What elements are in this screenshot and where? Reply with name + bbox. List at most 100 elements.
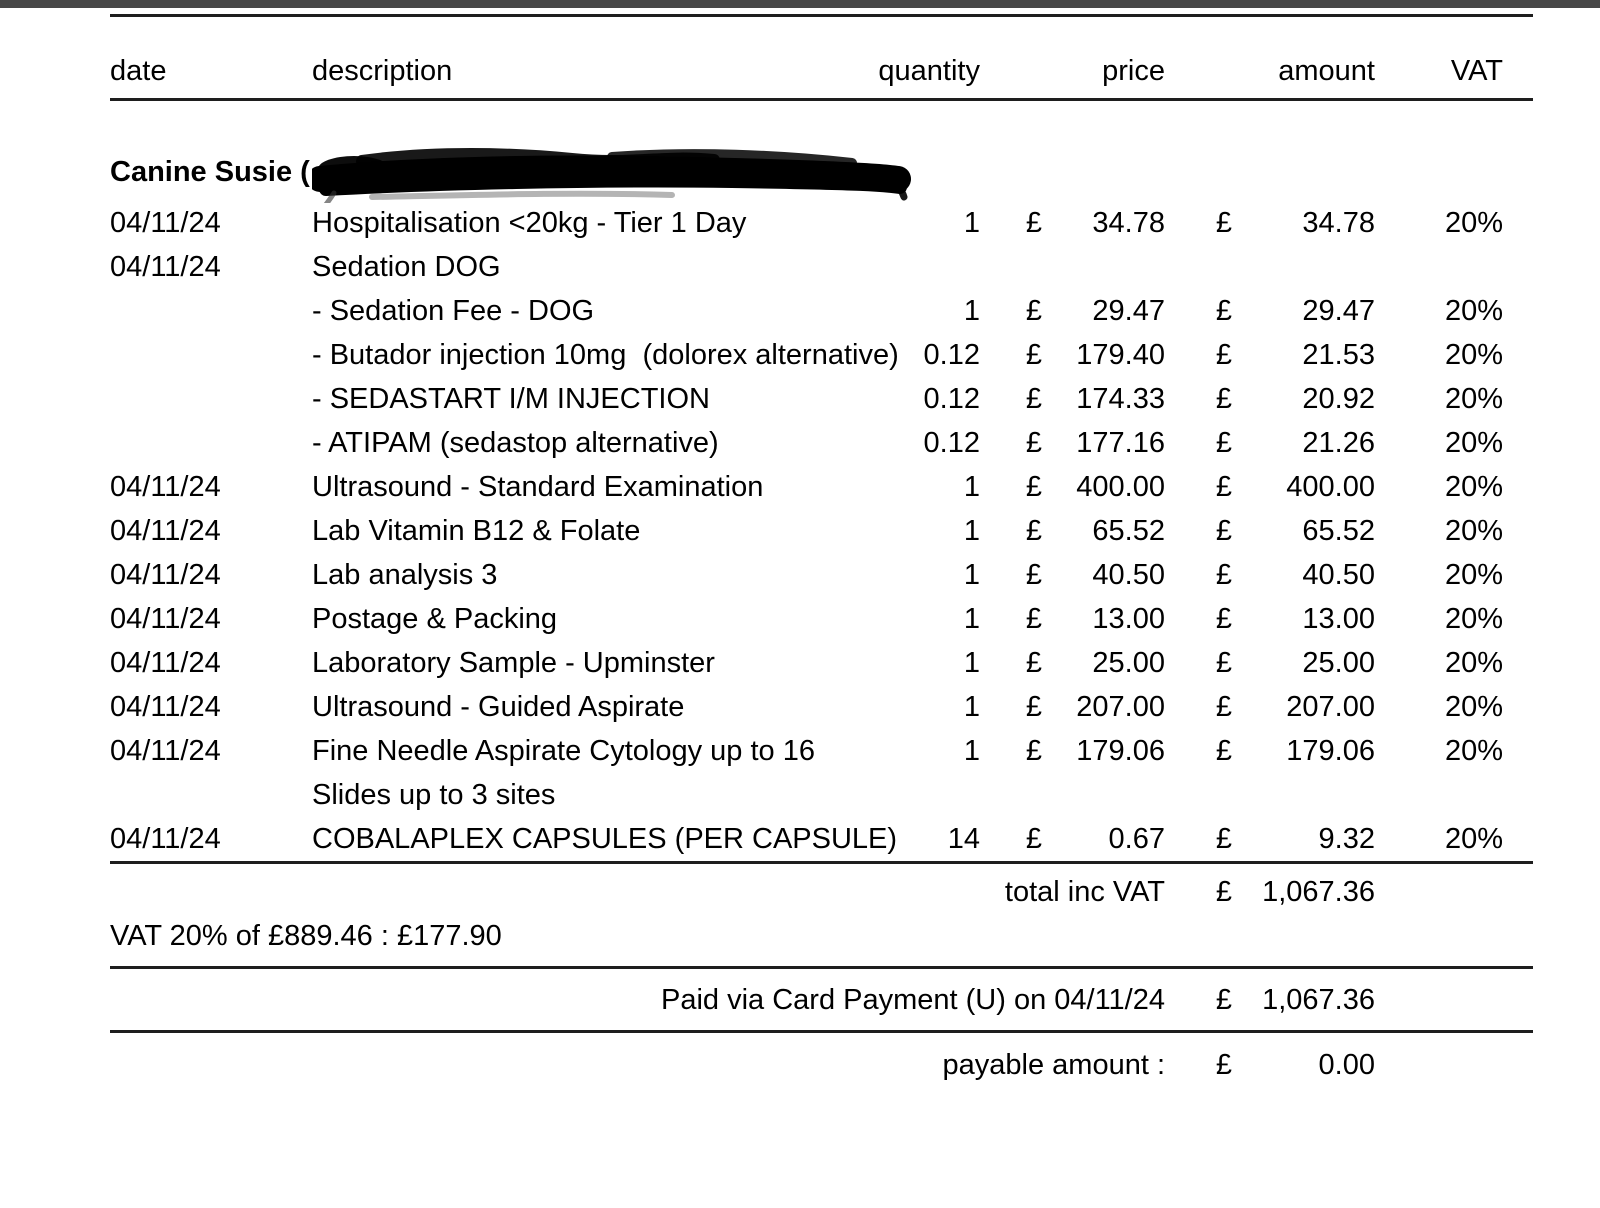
cell-vat: 20% <box>1444 734 1503 767</box>
cell-description: COBALAPLEX CAPSULES (PER CAPSULE) <box>312 822 898 855</box>
cell-description: Hospitalisation <20kg - Tier 1 Day <box>312 206 747 239</box>
cell-price-currency: £ <box>1025 338 1042 371</box>
cell-price: 0.67 <box>1108 822 1165 855</box>
cell-amount: 9.32 <box>1318 822 1375 855</box>
cell-amount <box>1232 245 1375 289</box>
cell-vat <box>1375 245 1533 289</box>
invoice-line-row: 04/11/24 Hospitalisation <20kg - Tier 1 … <box>110 201 1533 245</box>
invoice-line-row: 04/11/24 Fine Needle Aspirate Cytology u… <box>110 729 1533 773</box>
cell-description: Laboratory Sample - Upminster <box>312 646 715 679</box>
total-row: total inc VAT £ 1,067.36 <box>110 861 1533 918</box>
cell-amount-currency <box>1165 773 1232 817</box>
cell-price: 174.33 <box>1076 382 1165 415</box>
invoice-line-row: 04/11/24 Lab analysis 3 1 £ 40.50 £ 40.5… <box>110 553 1533 597</box>
cell-date: 04/11/24 <box>110 206 221 239</box>
redaction-scribble-icon <box>306 148 911 213</box>
total-label: total inc VAT <box>110 861 1165 918</box>
cell-price <box>1042 773 1165 817</box>
cell-vat: 20% <box>1444 558 1503 591</box>
cell-date: 04/11/24 <box>110 734 221 767</box>
cell-price <box>1042 245 1165 289</box>
cell-amount-currency: £ <box>1215 822 1232 855</box>
cell-amount: 400.00 <box>1286 470 1375 503</box>
cell-amount-currency: £ <box>1215 734 1232 767</box>
column-header-spacer2 <box>1165 15 1232 101</box>
cell-vat: 20% <box>1444 294 1503 327</box>
invoice-line-row: 04/11/24 COBALAPLEX CAPSULES (PER CAPSUL… <box>110 817 1533 863</box>
cell-price-currency: £ <box>1025 426 1042 459</box>
cell-price: 207.00 <box>1076 690 1165 723</box>
column-header-description: description <box>312 15 832 101</box>
cell-quantity: 0.12 <box>923 382 980 415</box>
cell-price-currency: £ <box>1025 734 1042 767</box>
cell-amount-currency: £ <box>1215 426 1232 459</box>
cell-price-currency: £ <box>1025 382 1042 415</box>
cell-amount-currency: £ <box>1215 470 1232 503</box>
payable-currency: £ <box>1215 1049 1232 1081</box>
cell-vat: 20% <box>1444 206 1503 239</box>
cell-amount: 34.78 <box>1302 206 1375 239</box>
cell-amount-currency: £ <box>1215 338 1232 371</box>
cell-amount-currency: £ <box>1215 382 1232 415</box>
cell-amount: 21.53 <box>1302 338 1375 371</box>
cell-date <box>110 289 312 333</box>
cell-price-currency <box>980 773 1042 817</box>
payable-vat-empty <box>1375 1032 1533 1097</box>
cell-vat: 20% <box>1444 338 1503 371</box>
patient-cell: Canine Susie ( <box>110 100 1533 213</box>
invoice-line-row: 04/11/24 Laboratory Sample - Upminster 1… <box>110 641 1533 685</box>
invoice-line-row: 04/11/24 Postage & Packing 1 £ 13.00 £ 1… <box>110 597 1533 641</box>
invoice-line-row: - Sedation Fee - DOG 1 £ 29.47 £ 29.47 2… <box>110 289 1533 333</box>
cell-vat: 20% <box>1444 470 1503 503</box>
invoice-line-row: 04/11/24 Sedation DOG <box>110 245 1533 289</box>
cell-vat: 20% <box>1444 646 1503 679</box>
cell-description: - Butador injection 10mg (dolorex altern… <box>312 338 899 371</box>
cell-description: Slides up to 3 sites <box>312 778 556 811</box>
paid-row: Paid via Card Payment (U) on 04/11/24 £ … <box>110 967 1533 1033</box>
patient-name: Canine Susie ( <box>110 156 310 188</box>
cell-quantity: 0.12 <box>923 426 980 459</box>
cell-amount-currency: £ <box>1215 646 1232 679</box>
cell-price: 177.16 <box>1076 426 1165 459</box>
patient-row: Canine Susie ( <box>110 100 1533 213</box>
cell-quantity: 1 <box>963 206 980 239</box>
cell-quantity <box>832 773 980 817</box>
paid-label: Paid via Card Payment (U) on 04/11/24 <box>110 967 1165 1033</box>
cell-quantity: 1 <box>963 470 980 503</box>
payable-label: payable amount : <box>942 1049 1165 1081</box>
header-row: date description quantity price amount V… <box>110 15 1533 101</box>
total-currency: £ <box>1165 861 1232 918</box>
payable-row: payable amount : £ 0.00 <box>110 1032 1533 1097</box>
cell-amount: 13.00 <box>1302 602 1375 635</box>
cell-price: 13.00 <box>1092 602 1165 635</box>
cell-amount: 20.92 <box>1302 382 1375 415</box>
cell-vat: 20% <box>1444 426 1503 459</box>
cell-amount: 207.00 <box>1286 690 1375 723</box>
cell-amount: 40.50 <box>1302 558 1375 591</box>
cell-date: 04/11/24 <box>110 250 221 283</box>
cell-date: 04/11/24 <box>110 822 221 855</box>
cell-description: - Sedation Fee - DOG <box>312 294 595 327</box>
cell-price-currency: £ <box>1025 206 1042 239</box>
cell-quantity: 1 <box>963 558 980 591</box>
cell-quantity: 1 <box>963 294 980 327</box>
cell-date <box>110 333 312 377</box>
cell-price: 40.50 <box>1092 558 1165 591</box>
cell-quantity <box>832 245 980 289</box>
cell-amount-currency <box>1165 245 1232 289</box>
cell-description: Ultrasound - Guided Aspirate <box>312 690 685 723</box>
invoice-line-row: 04/11/24 Ultrasound - Standard Examinati… <box>110 465 1533 509</box>
column-header-quantity: quantity <box>832 15 980 101</box>
cell-price: 65.52 <box>1092 514 1165 547</box>
cell-description: - ATIPAM (sedastop alternative) <box>312 426 719 459</box>
cell-quantity: 1 <box>963 514 980 547</box>
cell-date: 04/11/24 <box>110 558 221 591</box>
cell-amount <box>1232 773 1375 817</box>
cell-date: 04/11/24 <box>110 646 221 679</box>
cell-quantity: 0.12 <box>923 338 980 371</box>
cell-date: 04/11/24 <box>110 690 221 723</box>
cell-description: Fine Needle Aspirate Cytology up to 16 <box>312 734 815 767</box>
cell-price: 179.40 <box>1076 338 1165 371</box>
invoice-line-row: 04/11/24 Lab Vitamin B12 & Folate 1 £ 65… <box>110 509 1533 553</box>
